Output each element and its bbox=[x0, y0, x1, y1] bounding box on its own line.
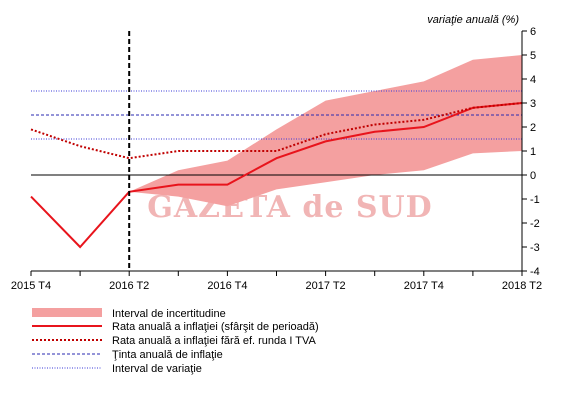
y-tick-label-4: 0 bbox=[530, 170, 536, 182]
inflation-excl-vat-line bbox=[30, 102, 523, 160]
y-tick-label-1: -3 bbox=[530, 242, 540, 254]
legend-series-0-label: Rata anuală a inflaţiei (sfârşit de peri… bbox=[112, 321, 319, 333]
legend-series-1-label: Rata anuală a inflaţiei fără ef. runda I… bbox=[112, 335, 316, 347]
x-tick-label-1: 2016 T2 bbox=[109, 280, 149, 292]
x-tick-label-0: 2015 T4 bbox=[11, 280, 51, 292]
y-tick-label-5: 1 bbox=[530, 146, 536, 158]
uncertainty-band bbox=[129, 55, 522, 207]
y-tick-label-6: 2 bbox=[530, 122, 536, 134]
y-tick-label-7: 3 bbox=[530, 98, 536, 110]
y-axis-label: variaţie anuală (%) bbox=[427, 14, 519, 26]
x-tick-label-5: 2018 T2 bbox=[502, 280, 542, 292]
axes: 2015 T4 2016 T2 2016 T4 2017 T2 2017 T4 2018 … bbox=[11, 14, 542, 292]
y-tick-label-8: 4 bbox=[530, 74, 536, 86]
y-tick-label-3: -1 bbox=[530, 194, 540, 206]
x-tick-label-4: 2017 T4 bbox=[404, 280, 444, 292]
legend-band-label: Interval de incertitudine bbox=[112, 308, 226, 320]
x-tick-label-3: 2017 T2 bbox=[306, 280, 346, 292]
legend-band-swatch bbox=[32, 308, 102, 317]
plot-area: GAZETA de SUD bbox=[30, 31, 523, 271]
y-tick-label-9: 5 bbox=[530, 50, 536, 62]
legend-target-label: Ţinta anuală de inflaţie bbox=[112, 349, 223, 361]
y-tick-label-2: -2 bbox=[530, 218, 540, 230]
y-tick-label-10: 6 bbox=[530, 26, 536, 38]
y-tick-label-0: -4 bbox=[530, 266, 540, 278]
x-tick-label-2: 2016 T4 bbox=[207, 280, 247, 292]
legend-interval-label: Interval de variaţie bbox=[112, 363, 202, 375]
